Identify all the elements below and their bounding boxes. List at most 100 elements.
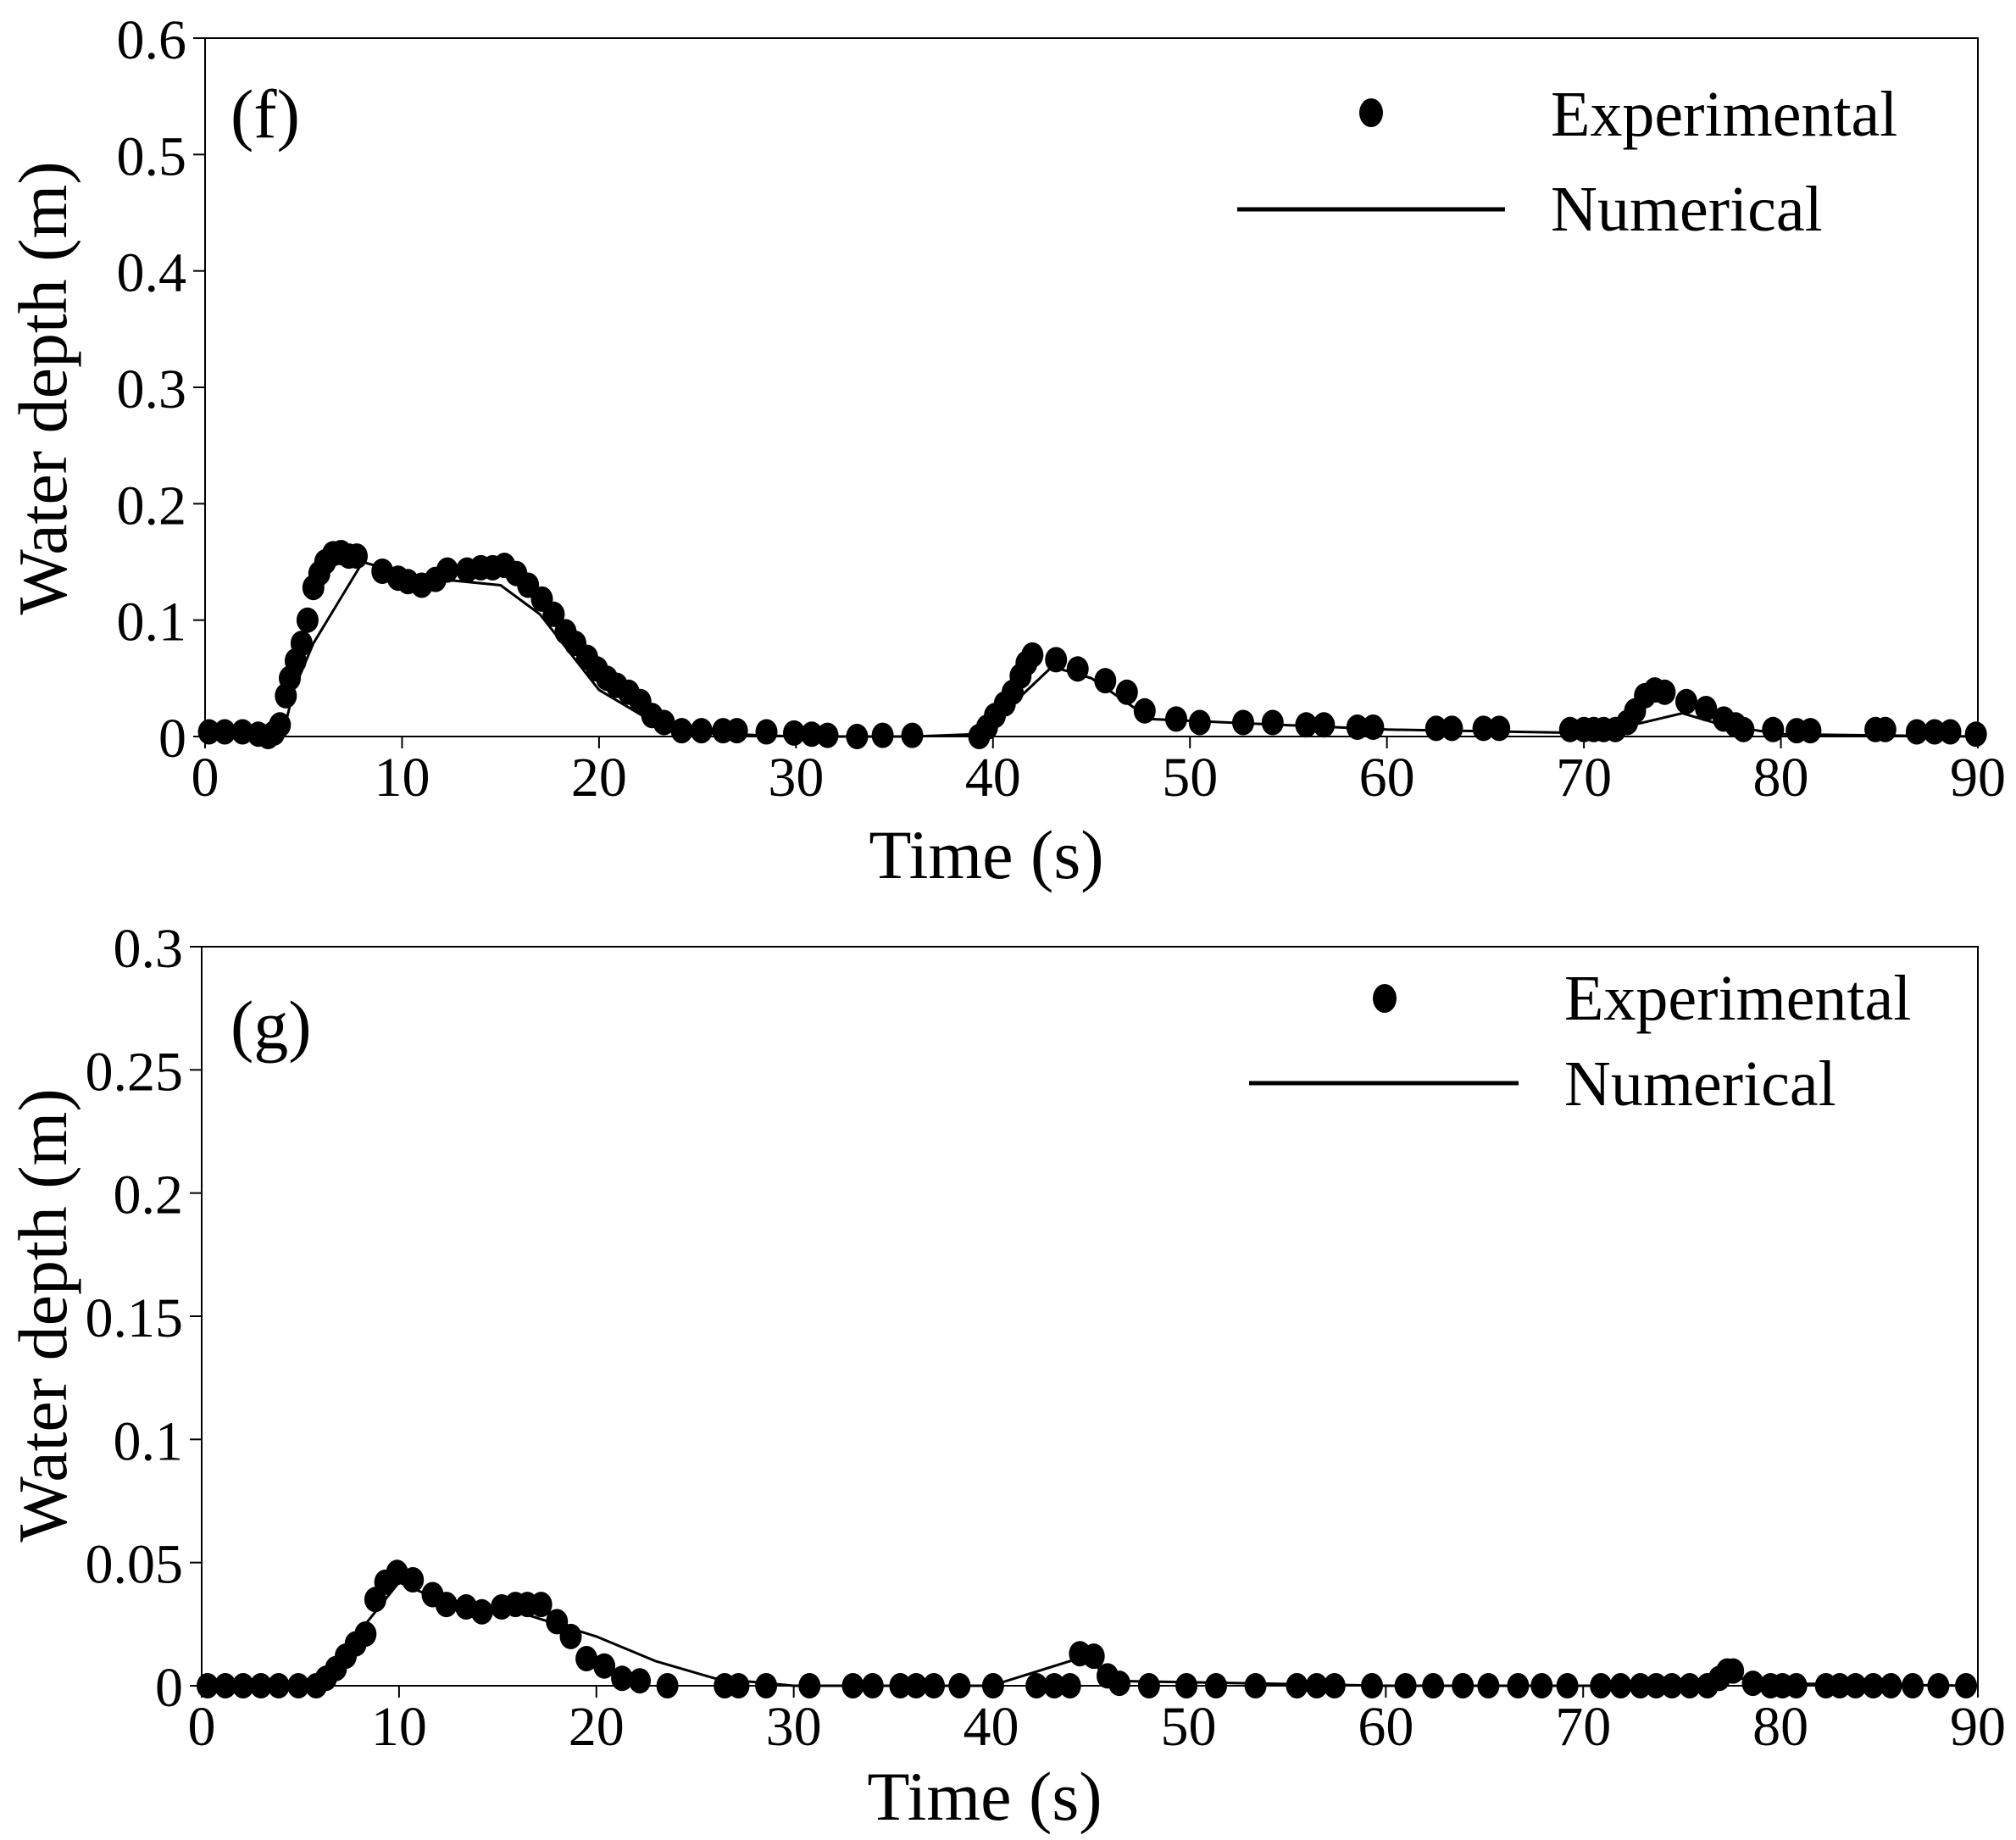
- experimental-point: [755, 1673, 778, 1698]
- x-tick-label: 80: [1752, 1696, 1808, 1758]
- experimental-point: [1923, 719, 1946, 745]
- experimental-point: [346, 543, 368, 570]
- experimental-point: [1295, 712, 1318, 738]
- panel-label: (f): [230, 75, 300, 153]
- experimental-point: [354, 1621, 377, 1647]
- experimental-point: [653, 709, 675, 736]
- y-tick-label: 0.2: [114, 1165, 184, 1226]
- experimental-point: [1346, 714, 1369, 740]
- legend-label-experimental: Experimental: [1564, 963, 1911, 1034]
- experimental-point: [1115, 679, 1138, 705]
- experimental-point: [1094, 668, 1117, 694]
- experimental-point: [1507, 1673, 1530, 1698]
- x-axis-title: Time (s): [869, 816, 1103, 893]
- y-axis-title: Water depth (m): [4, 161, 81, 614]
- experimental-point: [800, 721, 823, 748]
- y-tick-label: 0.4: [117, 242, 187, 304]
- experimental-point: [1323, 1673, 1346, 1698]
- experimental-point: [1653, 679, 1676, 705]
- x-tick-label: 10: [374, 747, 430, 809]
- y-tick-label: 0.3: [117, 359, 187, 420]
- experimental-point: [1785, 1673, 1808, 1698]
- experimental-point: [1862, 1673, 1885, 1698]
- x-tick-label: 20: [571, 747, 627, 809]
- experimental-point: [846, 724, 869, 749]
- x-tick-label: 30: [768, 747, 824, 809]
- experimental-point: [1165, 706, 1187, 732]
- x-tick-label: 40: [964, 1696, 1019, 1758]
- experimental-point: [530, 1592, 553, 1618]
- y-tick-label: 0.5: [117, 125, 187, 187]
- x-axis: 0 10 20 30 40 50 60 70 80 90: [192, 737, 2006, 809]
- experimental-point: [1425, 715, 1447, 742]
- x-tick-label: 50: [1160, 1696, 1216, 1758]
- y-axis: 0 0.05 0.1 0.15 0.2 0.25 0.3: [86, 918, 202, 1719]
- experimental-point: [1679, 1673, 1701, 1698]
- experimental-point: [629, 1668, 651, 1694]
- experimental-point: [656, 1673, 679, 1698]
- experimental-point: [1205, 1673, 1227, 1698]
- experimental-point: [611, 1665, 634, 1692]
- experimental-point: [1722, 1658, 1745, 1684]
- experimental-point: [1695, 696, 1718, 721]
- experimental-point: [1874, 716, 1897, 742]
- experimental-point: [1902, 1673, 1924, 1698]
- experimental-point: [798, 1673, 821, 1698]
- experimental-point: [1590, 1673, 1613, 1698]
- experimental-point: [1799, 718, 1822, 744]
- experimental-point: [1629, 1673, 1652, 1698]
- x-axis-title: Time (s): [867, 1758, 1102, 1835]
- experimental-point: [214, 719, 236, 745]
- experimental-point: [948, 1673, 971, 1698]
- experimental-point: [593, 1653, 616, 1679]
- experimental-point: [1645, 1673, 1668, 1698]
- y-tick-label: 0.25: [86, 1041, 184, 1103]
- experimental-point: [1362, 714, 1385, 740]
- experimental-point: [436, 557, 458, 583]
- experimental-point: [1045, 647, 1068, 673]
- experimental-point: [1927, 1673, 1950, 1698]
- y-tick-label: 0.15: [86, 1287, 184, 1349]
- experimental-point: [1964, 721, 1987, 748]
- legend: Experimental Numerical: [1237, 79, 1897, 245]
- experimental-point: [1732, 716, 1755, 742]
- legend: Experimental Numerical: [1249, 963, 1911, 1120]
- experimental-point: [287, 1673, 310, 1698]
- experimental-point: [923, 1673, 945, 1698]
- experimental-point: [871, 722, 894, 748]
- y-tick-label: 0: [155, 1657, 183, 1719]
- experimental-point: [725, 718, 748, 744]
- x-tick-label: 60: [1358, 1696, 1413, 1758]
- experimental-point: [197, 1673, 219, 1698]
- experimental-point: [1021, 642, 1044, 668]
- experimental-point: [542, 601, 565, 627]
- experimental-point: [755, 719, 778, 745]
- y-tick-label: 0: [158, 708, 186, 770]
- experimental-point: [290, 631, 313, 657]
- y-tick-label: 0.1: [114, 1410, 184, 1472]
- experimental-point: [1488, 715, 1511, 742]
- legend-marker-experimental: [1359, 98, 1383, 127]
- x-axis: 0 10 20 30 40 50 60 70 80 90: [188, 1686, 2006, 1758]
- y-tick-label: 0.2: [117, 475, 187, 536]
- experimental-point: [1609, 1673, 1632, 1698]
- experimental-point: [1661, 1673, 1683, 1698]
- experimental-point: [435, 1592, 458, 1618]
- experimental-point: [861, 1673, 884, 1698]
- y-axis-title: Water depth (m): [4, 1088, 81, 1542]
- experimental-point: [1472, 715, 1495, 742]
- experimental-point: [546, 1609, 569, 1635]
- experimental-point: [402, 1567, 425, 1593]
- experimental-point: [816, 722, 839, 748]
- panel-label: (g): [230, 987, 312, 1064]
- experimental-point: [1066, 656, 1089, 682]
- experimental-point: [1675, 688, 1697, 714]
- experimental-point: [1844, 1673, 1867, 1698]
- experimental-point: [1232, 709, 1254, 736]
- experimental-point: [1305, 1673, 1328, 1698]
- x-tick-label: 90: [1950, 747, 2006, 809]
- experimental-point: [783, 720, 805, 746]
- x-tick-label: 70: [1556, 747, 1612, 809]
- x-tick-label: 30: [766, 1696, 822, 1758]
- experimental-point: [889, 1673, 912, 1698]
